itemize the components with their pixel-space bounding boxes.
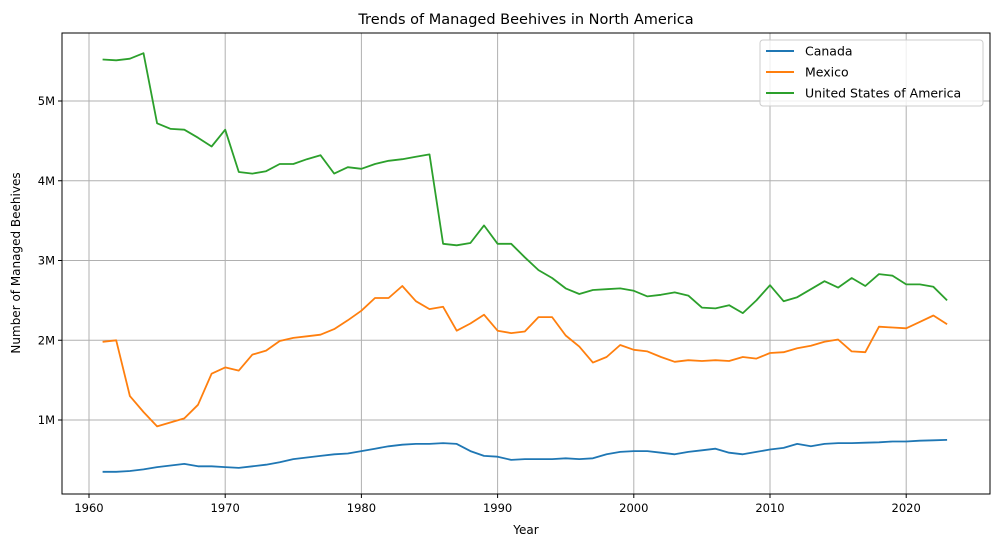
legend-label: United States of America — [805, 86, 961, 101]
plot-frame — [61, 32, 991, 495]
series-line-mexico — [102, 285, 948, 428]
x-tick-label: 1980 — [347, 501, 376, 515]
chart-title: Trends of Managed Beehives in North Amer… — [357, 12, 693, 28]
x-tick-label: 1960 — [74, 501, 103, 515]
series-lines — [102, 52, 948, 473]
legend-label: Mexico — [805, 65, 849, 80]
x-tick-label: 2000 — [619, 501, 648, 515]
y-tick-label: 4M — [38, 174, 55, 188]
y-tick-label: 3M — [38, 254, 55, 268]
x-tick-label: 2020 — [892, 501, 921, 515]
x-axis-ticks: 1960 1970 1980 1990 2000 2010 2020 — [74, 494, 921, 515]
y-tick-label: 1M — [38, 413, 55, 427]
series-line-united-states-of-america — [102, 52, 948, 315]
y-tick-label: 2M — [38, 333, 55, 347]
x-axis-label: Year — [512, 523, 538, 537]
legend-box — [759, 39, 984, 107]
legend: Canada Mexico United States of America — [759, 39, 984, 107]
x-tick-label: 2010 — [755, 501, 784, 515]
legend-label: Canada — [805, 44, 853, 59]
x-tick-label: 1970 — [211, 501, 240, 515]
y-axis-ticks: 1M 2M 3M 4M 5M — [38, 94, 62, 427]
y-axis-label: Number of Managed Beehives — [9, 172, 23, 353]
y-tick-label: 5M — [38, 94, 55, 108]
series-line-canada — [102, 439, 948, 473]
x-tick-label: 1990 — [483, 501, 512, 515]
